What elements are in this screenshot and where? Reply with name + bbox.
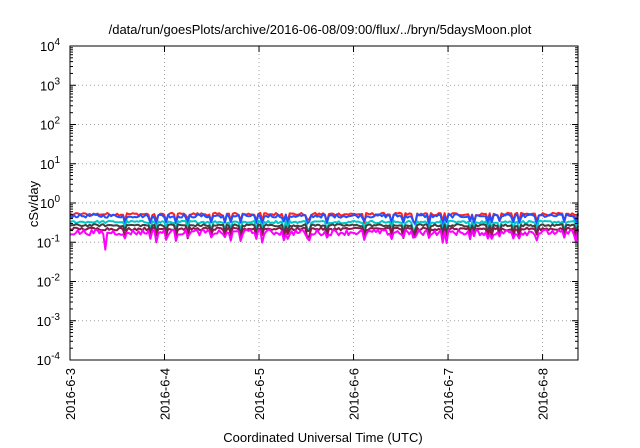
grid [70,46,578,360]
y-tick-label: 104 [40,37,60,54]
y-tick-label: 101 [40,155,60,172]
x-tick-label: 2016-6-4 [158,368,173,420]
x-tick-label: 2016-6-3 [63,368,78,420]
x-tick-label: 2016-6-7 [441,368,456,420]
x-tick-label: 2016-6-5 [252,368,267,420]
x-tick-label: 2016-6-6 [347,368,362,420]
y-tick-label: 103 [40,76,60,93]
x-tick-label: 2016-6-8 [536,368,551,420]
y-tick-label: 10-4 [37,351,61,368]
y-tick-label: 10-3 [37,312,61,329]
series-line [69,228,579,251]
y-axis-label: cSv/day [26,180,41,227]
series-line [69,219,579,233]
y-tick-label: 100 [40,194,60,211]
y-axis: 10-4 10-3 10-2 10-1 100 101 102 103 104 [37,37,578,368]
x-axis: 2016-6-3 2016-6-4 2016-6-5 2016-6-6 2016-6-7… [63,46,551,420]
plot-frame [69,45,579,361]
y-tick-label: 10-2 [37,273,61,290]
series-line [69,226,579,240]
series-line [69,223,579,236]
y-tick-label: 10-1 [37,233,61,250]
y-tick-label: 102 [40,116,60,133]
series-line [69,213,579,227]
chart-title: /data/run/goesPlots/archive/2016-06-08/0… [109,22,532,37]
x-axis-label: Coordinated Universal Time (UTC) [223,430,422,445]
series-group [69,211,579,251]
